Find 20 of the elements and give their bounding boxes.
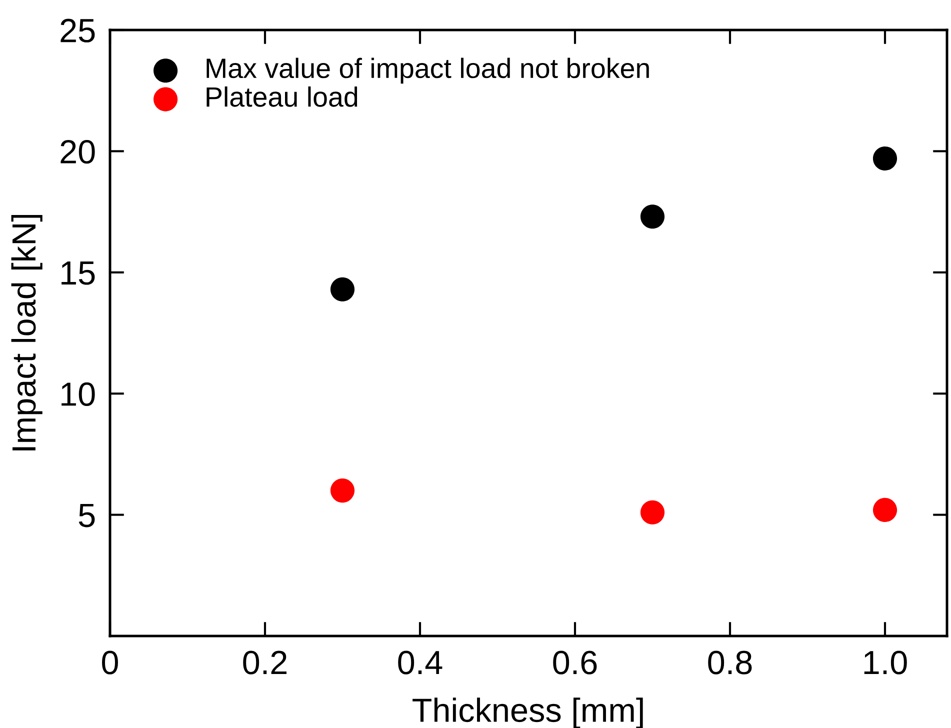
x-tick-label: 0 — [102, 650, 118, 674]
legend-label: Max value of impact load not broken — [206, 58, 649, 84]
x-tick-label: 0.2 — [243, 650, 286, 674]
x-tick-label: 0.8 — [708, 650, 752, 674]
point — [640, 500, 665, 524]
x-tick-label: 0.4 — [398, 650, 442, 674]
point — [640, 204, 665, 229]
y-tick-label: 25 — [60, 18, 95, 42]
point — [330, 277, 355, 302]
y-axis-title: Impact load [kN] — [11, 214, 42, 450]
y-tick-label: 5 — [78, 504, 95, 528]
x-tick-label: 0.6 — [553, 650, 597, 674]
point — [330, 478, 355, 503]
point — [872, 498, 898, 522]
y-tick-label: 10 — [62, 382, 95, 406]
legend-label: Plateau load — [206, 86, 358, 107]
y-tick-label: 20 — [60, 140, 95, 164]
x-tick-label: 1.0 — [864, 650, 907, 674]
point — [872, 146, 898, 170]
y-tick-label: 15 — [62, 262, 95, 285]
